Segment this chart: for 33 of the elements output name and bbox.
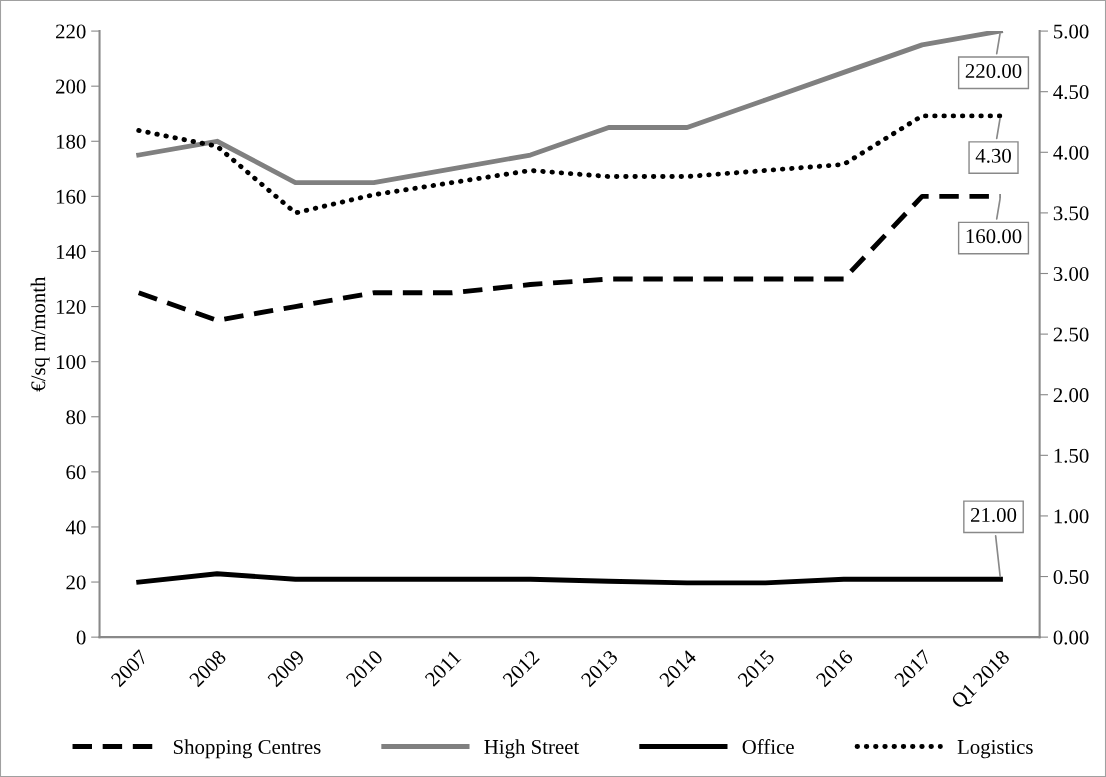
line-series	[136, 571, 1003, 586]
y-tick-label: 40	[65, 520, 86, 535]
y-axis-title: €/sq m/month	[30, 276, 50, 392]
y-tick-label: 160	[56, 189, 86, 204]
legend-label: Office	[742, 739, 794, 754]
y2-tick-label: 0.50	[1053, 569, 1089, 585]
y-tick-label: 200	[56, 79, 86, 94]
y-tick-label: 80	[66, 410, 86, 425]
legend-label: Shopping Centres	[173, 739, 321, 759]
data-label: 21.00	[971, 507, 1017, 523]
y2-tick-label: 2.00	[1053, 388, 1089, 403]
y2-tick-label: 3.00	[1053, 266, 1089, 282]
y2-tick-label: 2.50	[1053, 327, 1089, 342]
y2-tick-label: 0.00	[1053, 630, 1089, 645]
y-tick-label: 120	[56, 299, 86, 314]
y2-tick-label: 1.50	[1054, 448, 1089, 463]
legend-label: High Street	[484, 739, 580, 759]
legend-label: Logistics	[957, 739, 1033, 759]
y-tick-label: 140	[56, 244, 86, 259]
y-tick-label: 20	[66, 575, 86, 590]
data-label: 4.30	[975, 148, 1011, 163]
data-label: 160.00	[966, 229, 1022, 244]
y2-tick-label: 5.00	[1054, 24, 1089, 39]
y2-tick-label: 4.00	[1053, 145, 1089, 160]
y-tick-label: 100	[56, 355, 86, 370]
data-label: 220.00	[965, 63, 1022, 79]
y-tick-label: 180	[56, 134, 86, 149]
y-tick-label: 0	[76, 630, 86, 645]
y2-tick-label: 4.50	[1053, 85, 1089, 100]
y2-tick-label: 1.00	[1054, 509, 1089, 524]
y2-tick-label: 3.50	[1053, 206, 1089, 221]
y-tick-label: 60	[66, 465, 86, 480]
y-tick-label: 220	[56, 24, 86, 39]
